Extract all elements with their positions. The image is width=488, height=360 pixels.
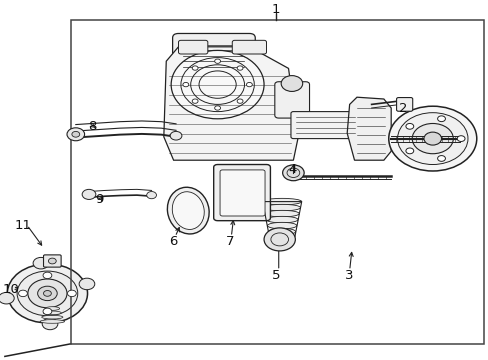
Circle shape [192, 66, 198, 70]
Circle shape [237, 66, 243, 70]
Circle shape [437, 116, 445, 122]
Circle shape [17, 271, 78, 316]
FancyBboxPatch shape [232, 40, 266, 54]
Ellipse shape [41, 315, 63, 319]
Polygon shape [163, 47, 298, 160]
FancyBboxPatch shape [220, 170, 264, 216]
Circle shape [43, 272, 52, 279]
Circle shape [423, 132, 441, 145]
Text: 4: 4 [288, 163, 296, 176]
Circle shape [42, 318, 58, 330]
Ellipse shape [267, 222, 296, 229]
Circle shape [388, 106, 476, 171]
FancyBboxPatch shape [213, 165, 270, 221]
Text: 11: 11 [15, 219, 32, 231]
Circle shape [48, 258, 56, 264]
Text: 5: 5 [271, 269, 280, 282]
FancyBboxPatch shape [43, 255, 61, 267]
FancyBboxPatch shape [274, 82, 309, 118]
Circle shape [397, 113, 467, 165]
Circle shape [282, 165, 304, 181]
Bar [71, 20, 483, 344]
FancyBboxPatch shape [178, 40, 207, 54]
Circle shape [214, 106, 220, 110]
Ellipse shape [265, 216, 297, 223]
Ellipse shape [268, 228, 295, 235]
Circle shape [146, 192, 156, 199]
Circle shape [28, 279, 67, 308]
Circle shape [281, 76, 302, 91]
Circle shape [67, 290, 76, 297]
Text: 1: 1 [271, 3, 280, 15]
Circle shape [0, 292, 14, 304]
Ellipse shape [264, 210, 299, 217]
Circle shape [43, 308, 52, 315]
Circle shape [33, 257, 49, 269]
Circle shape [405, 148, 413, 154]
Circle shape [19, 290, 27, 297]
Text: 3: 3 [345, 269, 353, 282]
Ellipse shape [40, 320, 64, 323]
Ellipse shape [172, 192, 204, 229]
Text: 2: 2 [398, 102, 406, 114]
Circle shape [72, 131, 80, 137]
Circle shape [67, 128, 84, 141]
Circle shape [214, 59, 220, 63]
Circle shape [456, 136, 464, 141]
Polygon shape [346, 97, 390, 160]
Text: 9: 9 [95, 193, 103, 206]
Circle shape [171, 50, 264, 119]
Circle shape [246, 82, 252, 87]
Text: 6: 6 [169, 235, 178, 248]
FancyBboxPatch shape [172, 33, 255, 76]
Ellipse shape [167, 187, 209, 234]
Circle shape [437, 156, 445, 161]
Circle shape [82, 189, 96, 199]
Circle shape [38, 286, 57, 301]
FancyBboxPatch shape [290, 112, 359, 139]
Circle shape [264, 228, 295, 251]
Circle shape [192, 99, 198, 103]
Ellipse shape [269, 234, 294, 241]
Text: 10: 10 [2, 283, 20, 296]
Ellipse shape [45, 307, 60, 310]
Circle shape [411, 123, 452, 154]
Text: 8: 8 [88, 120, 96, 132]
Circle shape [170, 131, 182, 140]
Circle shape [405, 123, 413, 129]
Ellipse shape [262, 198, 301, 205]
Circle shape [79, 278, 95, 290]
Circle shape [237, 99, 243, 103]
FancyBboxPatch shape [396, 98, 412, 111]
Ellipse shape [43, 311, 61, 315]
Ellipse shape [264, 204, 300, 211]
Text: 7: 7 [225, 235, 234, 248]
Circle shape [183, 82, 188, 87]
Circle shape [43, 291, 51, 296]
Circle shape [7, 264, 87, 323]
